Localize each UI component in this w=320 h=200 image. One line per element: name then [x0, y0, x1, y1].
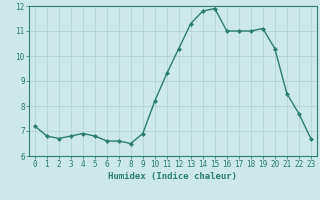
X-axis label: Humidex (Indice chaleur): Humidex (Indice chaleur)	[108, 172, 237, 181]
